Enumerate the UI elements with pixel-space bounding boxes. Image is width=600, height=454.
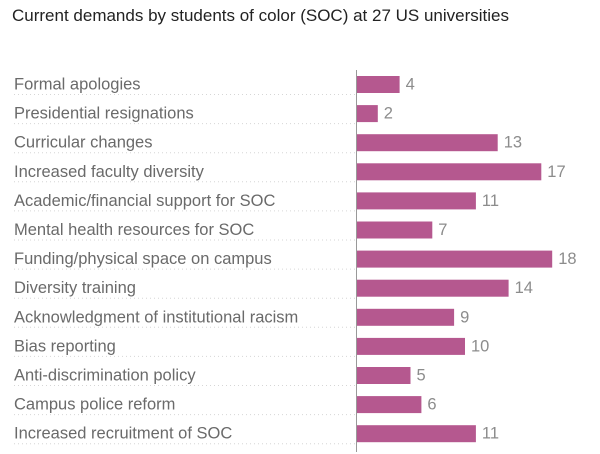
category-labels: Formal apologies Presidential resignation… bbox=[14, 76, 298, 443]
category-label-acknowledgment-of-institutional-racism: Acknowledgment of institutional racism bbox=[14, 308, 298, 326]
value-label-campus-police-reform: 6 bbox=[427, 396, 436, 414]
value-label-increased-recruitment-of-soc: 11 bbox=[482, 425, 499, 443]
value-label-funding-physical-space-on-campus: 18 bbox=[558, 250, 576, 268]
category-label-increased-faculty-diversity: Increased faculty diversity bbox=[14, 163, 205, 181]
category-label-anti-discrimination-policy: Anti-discrimination policy bbox=[14, 367, 196, 385]
category-label-diversity-training: Diversity training bbox=[14, 279, 136, 297]
chart-title: Current demands by students of color (SO… bbox=[12, 6, 509, 25]
value-label-bias-reporting: 10 bbox=[471, 337, 489, 355]
category-label-curricular-changes: Curricular changes bbox=[14, 134, 152, 152]
bar-increased-recruitment-of-soc bbox=[356, 425, 476, 443]
value-label-anti-discrimination-policy: 5 bbox=[417, 367, 426, 385]
bar-diversity-training bbox=[356, 279, 509, 297]
bars bbox=[356, 76, 553, 443]
bar-acknowledgment-of-institutional-racism bbox=[356, 308, 455, 326]
category-label-academic-financial-support-for-soc: Academic/financial support for SOC bbox=[14, 192, 275, 210]
category-label-mental-health-resources-for-soc: Mental health resources for SOC bbox=[14, 221, 254, 239]
bar-mental-health-resources-for-soc bbox=[356, 221, 433, 239]
category-label-presidential-resignations: Presidential resignations bbox=[14, 105, 194, 123]
category-label-formal-apologies: Formal apologies bbox=[14, 76, 141, 94]
value-label-presidential-resignations: 2 bbox=[384, 105, 393, 123]
value-label-mental-health-resources-for-soc: 7 bbox=[438, 221, 447, 239]
value-label-formal-apologies: 4 bbox=[406, 76, 415, 94]
bar-academic-financial-support-for-soc bbox=[356, 192, 476, 210]
bar-formal-apologies bbox=[356, 76, 400, 93]
bar-anti-discrimination-policy bbox=[356, 367, 411, 384]
bar-increased-faculty-diversity bbox=[356, 163, 542, 181]
bar-curricular-changes bbox=[356, 134, 498, 152]
category-label-funding-physical-space-on-campus: Funding/physical space on campus bbox=[14, 250, 272, 268]
category-label-increased-recruitment-of-soc: Increased recruitment of SOC bbox=[14, 425, 232, 443]
label-guides bbox=[14, 94, 356, 445]
value-labels: 42 13 17 11 7 18 14 910 56 11 bbox=[384, 76, 577, 443]
bar-funding-physical-space-on-campus bbox=[356, 250, 553, 268]
bar-presidential-resignations bbox=[356, 105, 378, 123]
value-label-curricular-changes: 13 bbox=[504, 134, 522, 152]
value-label-diversity-training: 14 bbox=[515, 279, 533, 297]
value-label-academic-financial-support-for-soc: 11 bbox=[482, 192, 499, 210]
value-label-increased-faculty-diversity: 17 bbox=[547, 163, 565, 181]
value-label-acknowledgment-of-institutional-racism: 9 bbox=[460, 308, 469, 326]
category-label-campus-police-reform: Campus police reform bbox=[14, 396, 175, 414]
bar-bias-reporting bbox=[356, 337, 465, 355]
category-label-bias-reporting: Bias reporting bbox=[14, 337, 116, 355]
bar-campus-police-reform bbox=[356, 396, 422, 414]
